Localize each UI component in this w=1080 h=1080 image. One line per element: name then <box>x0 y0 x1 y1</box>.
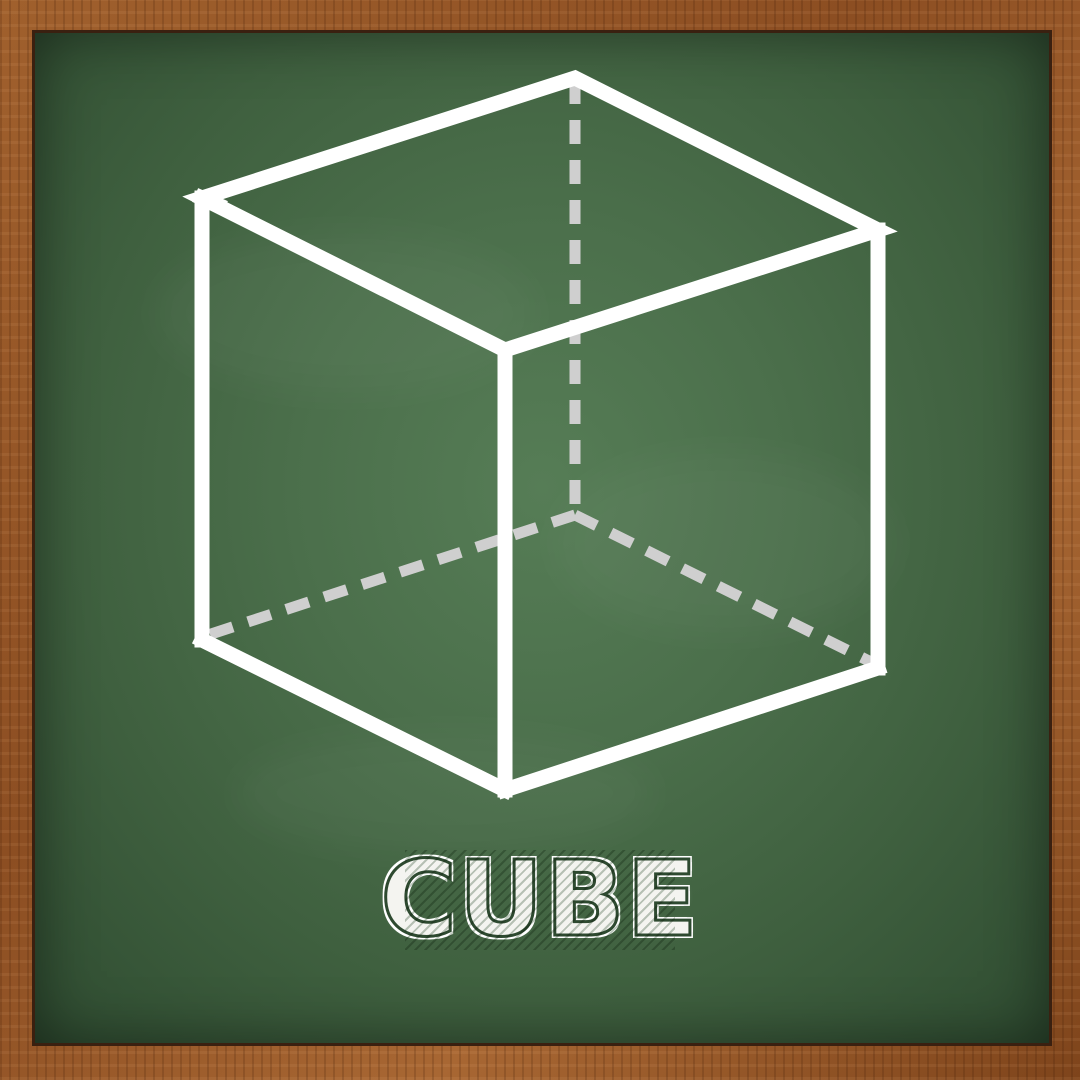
cube-top-face <box>182 69 898 359</box>
bottom-left-edge <box>191 629 516 801</box>
hidden-edges <box>206 80 880 670</box>
shape-title: CUBE <box>379 837 700 962</box>
hidden-edge-right <box>572 510 880 670</box>
hidden-edge-left <box>206 509 577 641</box>
bottom-right-edge <box>495 658 888 800</box>
visible-edges <box>182 69 898 801</box>
